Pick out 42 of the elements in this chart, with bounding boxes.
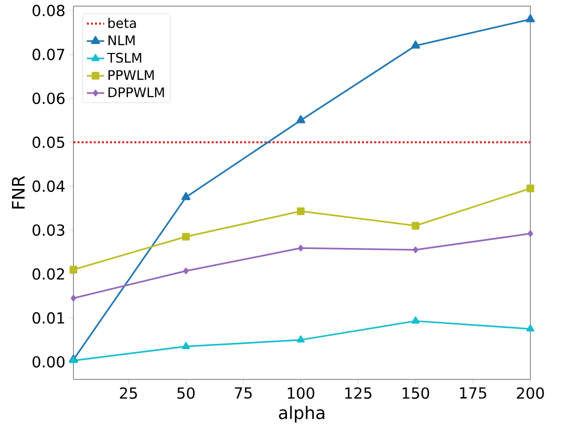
legend-label: TSLM <box>107 52 142 63</box>
y-tick-label: 0.06 <box>32 92 65 104</box>
point <box>526 184 534 192</box>
y-tick-label: 0.01 <box>32 312 64 324</box>
point <box>296 336 305 343</box>
legend-label: NLM <box>108 36 135 46</box>
point <box>182 342 190 350</box>
x-tick-label: 125 <box>345 388 372 400</box>
x-tick-label: 25 <box>120 388 137 400</box>
y-tick-label: 0.04 <box>32 180 65 192</box>
point <box>412 316 420 324</box>
point <box>528 230 534 238</box>
x-tick-label: 75 <box>234 388 252 399</box>
y-tick-label: 0.02 <box>32 268 64 280</box>
x-tick-label: 50 <box>177 388 195 400</box>
legend-label: DPPWLM <box>108 88 164 98</box>
point <box>296 115 306 124</box>
x-axis-title: alpha <box>278 406 324 423</box>
point <box>182 232 190 241</box>
legend-label: beta <box>108 18 136 28</box>
point <box>183 268 189 274</box>
point <box>526 14 535 22</box>
y-axis-title: FNR <box>12 176 25 209</box>
legend-label: PPWLM <box>108 70 154 80</box>
x-tick-label: 175 <box>460 388 486 399</box>
point <box>412 246 418 254</box>
point <box>70 266 78 274</box>
point <box>296 208 305 216</box>
y-tick-label: 0.05 <box>32 136 64 148</box>
point <box>526 324 534 332</box>
y-tick-label: 0.00 <box>32 356 64 368</box>
point <box>298 245 304 252</box>
point <box>181 192 190 200</box>
y-tick-label: 0.03 <box>32 224 64 236</box>
x-tick-label: 100 <box>288 388 314 400</box>
y-tick-label: 0.07 <box>32 48 64 60</box>
point <box>412 222 420 230</box>
point <box>411 40 420 49</box>
point <box>70 295 76 302</box>
y-tick-label: 0.08 <box>32 4 64 16</box>
x-tick-label: 200 <box>516 388 544 400</box>
x-tick-label: 150 <box>402 388 430 400</box>
